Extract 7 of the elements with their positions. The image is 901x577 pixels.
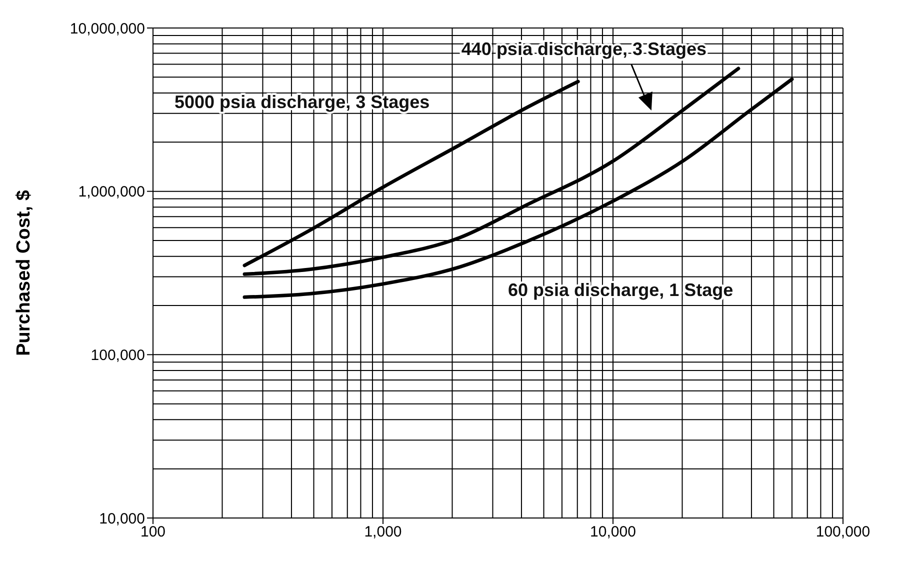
y-tick-label: 100,000	[90, 346, 145, 364]
x-tick-label: 10,000	[590, 524, 636, 541]
y-tick-label: 10,000,000	[70, 20, 145, 38]
y-tick-label: 1,000,000	[78, 184, 145, 201]
y-axis-title: Purchased Cost, $	[14, 190, 35, 356]
x-tick-label: 100,000	[816, 524, 870, 541]
x-tick-label: 1,000	[364, 524, 402, 541]
